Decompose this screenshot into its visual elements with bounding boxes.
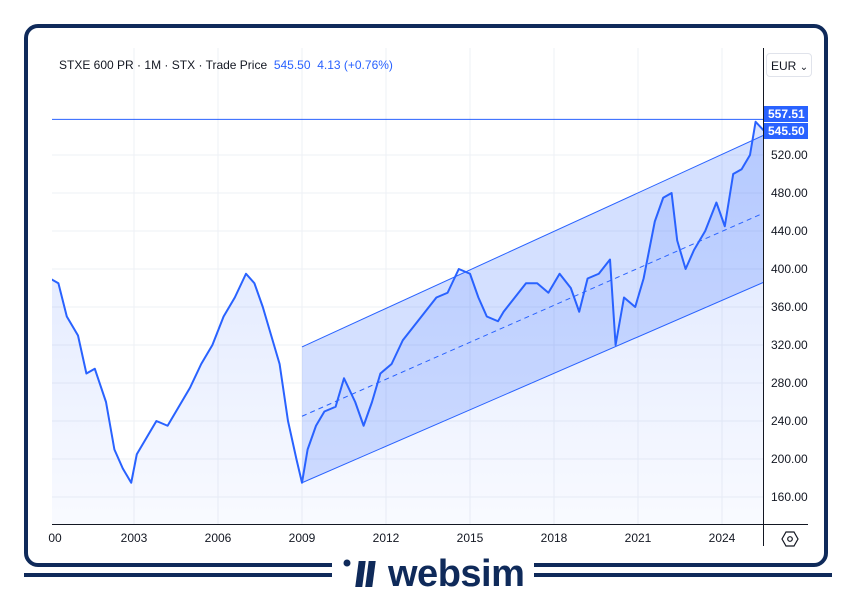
last-price: 545.50 [273,58,311,72]
y-axis-line [763,48,764,546]
currency-selector[interactable]: EUR ⌄ [766,53,812,77]
y-tick-label: 280.00 [771,376,808,390]
high-price-tag: 557.51 [764,106,808,122]
y-tick-label: 440.00 [771,224,808,238]
settings-gear-icon[interactable] [781,530,799,548]
separator: · [198,58,203,72]
x-tick-label: 2003 [120,531,148,545]
y-tick-label: 360.00 [771,300,808,314]
y-tick-label: 480.00 [771,186,808,200]
currency-label: EUR [771,59,797,73]
x-tick-label: 2012 [372,531,400,545]
series-legend: STXE 600 PR · 1M · STX · Trade Price 545… [59,58,393,72]
x-tick-label: 2018 [540,531,568,545]
separator: · [137,58,142,72]
regression-channel[interactable] [302,131,772,483]
symbol-name[interactable]: STXE 600 PR [59,58,134,72]
price-line [52,120,763,484]
last-price-tag: 545.50 [764,123,808,139]
x-tick-label: 00 [48,531,62,545]
x-tick-label: 2021 [624,531,652,545]
y-tick-label: 240.00 [771,414,808,428]
x-tick-label: 2024 [708,531,736,545]
chevron-down-icon: ⌄ [799,62,809,73]
x-tick-label: 2009 [288,531,316,545]
y-tick-label: 200.00 [771,452,808,466]
websim-logo: websim [332,552,535,596]
channel-upper-line [301,135,763,348]
channel-lower-line [301,282,763,484]
y-tick-label: 160.00 [771,490,808,504]
footer-rule-right [530,573,832,577]
price-area-fill [52,121,763,524]
interval[interactable]: 1M [144,58,162,72]
price-change: 4.13 (+0.76%) [317,58,393,72]
x-tick-label: 2006 [204,531,232,545]
footer [0,548,860,599]
brand-name: websim [388,552,525,595]
x-axis-line [52,524,808,525]
y-tick-label: 520.00 [771,148,808,162]
exchange: STX [171,58,196,72]
x-tick-label: 2015 [456,531,484,545]
y-tick-label: 400.00 [771,262,808,276]
footer-rule-left [24,573,334,577]
y-tick-label: 320.00 [771,338,808,352]
channel-middle-line [301,212,763,417]
series-type: Trade Price [205,58,268,72]
websim-mark-icon [343,559,376,587]
separator: · [164,58,169,72]
